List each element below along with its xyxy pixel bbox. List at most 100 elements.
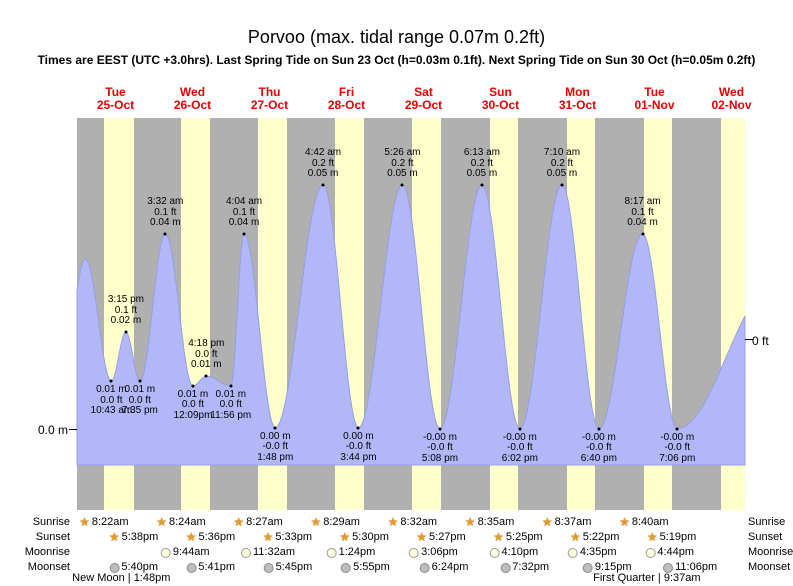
sunrise-time: ★ 8:22am	[79, 515, 129, 529]
date-label: Thu 27-Oct	[250, 85, 289, 112]
high-tide-dot	[560, 183, 564, 187]
date-label: Wed 02-Nov	[711, 85, 752, 112]
high-tide-dot	[124, 330, 128, 334]
moonrise-time: 9:44am	[160, 545, 210, 560]
low-tide-dot	[597, 427, 601, 431]
low-tide-dot	[675, 427, 679, 431]
sunrise-star-icon: ★	[387, 515, 399, 529]
low-tide-dot	[438, 427, 442, 431]
high-tide-dot	[204, 374, 208, 378]
moonrise-icon	[409, 547, 420, 558]
low-tide-annotation: 0.01 m 0.0 ft 10:43 am	[90, 384, 133, 416]
sunrise-star-icon: ★	[156, 515, 167, 529]
moonset-time: 5:55pm	[341, 560, 390, 575]
sunset-star-icon: ★	[108, 530, 120, 544]
low-tide-dot	[229, 384, 233, 388]
sunrise-star-icon: ★	[619, 515, 630, 529]
moonset-icon	[663, 562, 674, 573]
moonrise-time: 3:06pm	[409, 545, 458, 560]
chart-subtitle: Times are EEST (UTC +3.0hrs). Last Sprin…	[37, 53, 756, 67]
high-tide-annotation: 4:42 am 0.2 ft 0.05 m	[305, 147, 342, 179]
sunset-time: ★ 5:19pm	[646, 530, 697, 544]
moonset-icon	[109, 562, 120, 573]
moonset-time: 6:24pm	[419, 560, 468, 575]
sunset-star-icon: ★	[185, 530, 197, 544]
sunset-time: ★ 5:22pm	[569, 530, 620, 544]
low-tide-annotation: 0.00 m -0.0 ft 1:48 pm	[257, 430, 294, 463]
low-tide-dot	[138, 379, 142, 383]
almanac-row-label: Sunrise	[32, 516, 70, 528]
sunset-star-icon: ★	[339, 530, 351, 544]
high-tide-annotation: 7:10 am 0.2 ft 0.05 m	[543, 147, 581, 179]
high-tide-dot	[400, 183, 404, 187]
sunrise-time: ★ 8:40am	[619, 515, 669, 529]
moonrise-time: 4:35pm	[567, 545, 617, 560]
right-axis-tick	[745, 339, 753, 340]
low-tide-dot	[356, 426, 360, 430]
moonrise-icon	[567, 547, 578, 558]
sunrise-star-icon: ★	[541, 515, 553, 529]
y-axis-left-label: 0.0 m	[37, 423, 68, 437]
low-tide-dot	[191, 384, 195, 388]
low-tide-annotation: 0.00 m -0.0 ft 3:44 pm	[340, 430, 377, 463]
high-tide-annotation: 5:26 am 0.2 ft 0.05 m	[384, 147, 421, 179]
low-tide-annotation: 0.01 m 0.0 ft 7:35 pm	[121, 384, 158, 416]
moonset-icon	[186, 562, 197, 573]
moonrise-time: 1:24pm	[326, 545, 375, 560]
high-tide-dot	[321, 183, 325, 187]
moonrise-icon	[160, 547, 171, 558]
high-tide-annotation: 3:15 pm 0.1 ft 0.02 m	[107, 294, 144, 326]
low-tide-dot	[273, 426, 277, 430]
sunset-time: ★ 5:25pm	[493, 530, 543, 544]
high-tide-annotation: 4:04 am 0.1 ft 0.04 m	[225, 196, 263, 228]
moonset-icon	[263, 562, 274, 573]
low-tide-annotation: -0.00 m -0.0 ft 5:08 pm	[421, 431, 459, 464]
date-label: Tue 25-Oct	[96, 85, 135, 112]
moonrise-time: 4:44pm	[645, 545, 694, 560]
sunrise-time: ★ 8:32am	[387, 515, 438, 529]
sunrise-time: ★ 8:35am	[464, 515, 515, 529]
date-label: Wed 26-Oct	[173, 85, 212, 112]
moonset-icon	[419, 562, 430, 573]
date-label: Sun 30-Oct	[481, 85, 520, 112]
sunrise-time: ★ 8:37am	[541, 515, 592, 529]
low-tide-annotation: 0.01 m 0.0 ft 12:09pm	[173, 388, 213, 421]
date-label: Sat 29-Oct	[404, 85, 443, 112]
moonset-time: 11:06pm	[663, 560, 717, 575]
sunrise-time: ★ 8:29am	[310, 515, 360, 529]
almanac-row-label: Moonset	[27, 561, 70, 573]
sunrise-time: ★ 8:24am	[156, 515, 206, 529]
sunrise-star-icon: ★	[233, 515, 245, 529]
low-tide-annotation: -0.00 m -0.0 ft 6:02 pm	[501, 431, 538, 464]
sunset-star-icon: ★	[569, 530, 581, 544]
almanac-row-label: Moonrise	[24, 546, 70, 558]
moonrise-icon	[645, 547, 656, 558]
moonrise-icon	[489, 547, 500, 558]
date-label: Fri 28-Oct	[327, 85, 366, 112]
almanac-row-label: Moonrise	[748, 546, 793, 558]
high-tide-dot	[641, 232, 645, 236]
high-tide-annotation: 3:32 am 0.1 ft 0.04 m	[147, 196, 184, 228]
sunset-star-icon: ★	[416, 530, 428, 544]
moonset-icon	[341, 562, 352, 573]
moon-phase-label: New Moon | 1:48pm	[72, 572, 171, 584]
high-tide-dot	[242, 232, 246, 236]
sunset-star-icon: ★	[262, 530, 274, 544]
sunset-time: ★ 5:27pm	[416, 530, 466, 544]
low-tide-dot	[518, 427, 522, 431]
sunset-star-icon: ★	[646, 530, 658, 544]
moonset-icon	[582, 562, 593, 573]
sunset-time: ★ 5:33pm	[262, 530, 313, 544]
low-tide-dot	[109, 379, 113, 383]
sunset-time: ★ 5:30pm	[339, 530, 389, 544]
moonset-time: 5:45pm	[263, 560, 312, 575]
moonset-time: 7:32pm	[500, 560, 549, 575]
almanac-row-label: Sunset	[748, 531, 783, 543]
high-tide-dot	[480, 183, 484, 187]
high-tide-annotation: 6:13 am 0.2 ft 0.05 m	[463, 147, 501, 179]
low-tide-annotation: 0.01 m 0.0 ft 11:56 pm	[210, 388, 252, 421]
moonset-icon	[500, 562, 511, 573]
moonset-time: 9:15pm	[582, 560, 632, 575]
